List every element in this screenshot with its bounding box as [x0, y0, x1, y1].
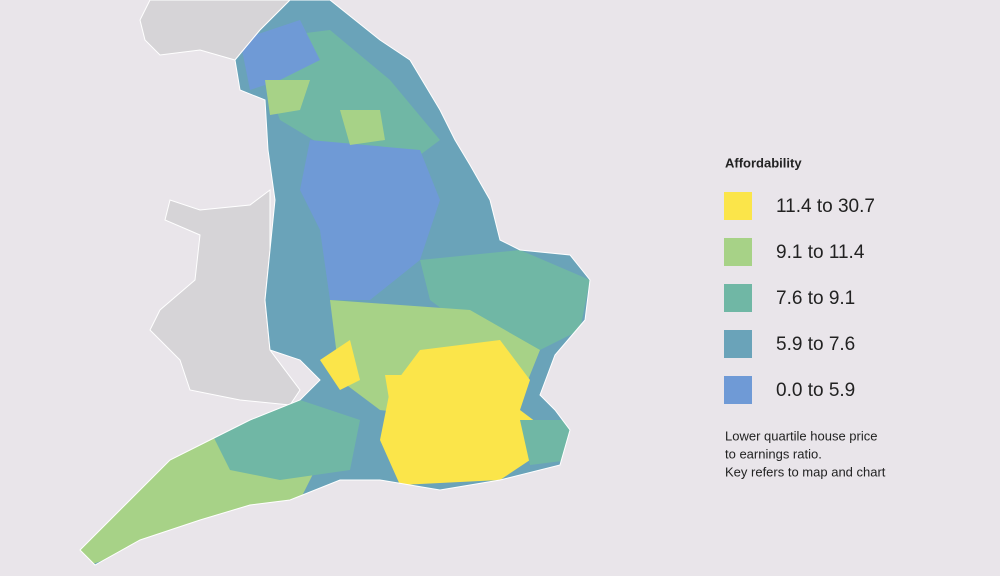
- note-line: to earnings ratio.: [725, 446, 822, 461]
- england-outline: [79, 0, 591, 566]
- legend-label: 0.0 to 5.9: [776, 380, 855, 401]
- region: [520, 420, 570, 465]
- legend-label: 11.4 to 30.7: [776, 196, 875, 217]
- region: [380, 340, 560, 485]
- legend-swatch: [724, 284, 752, 312]
- legend-swatch: [724, 376, 752, 404]
- note-line: Key refers to map and chart: [725, 464, 886, 479]
- region: [385, 375, 415, 410]
- region: [300, 140, 440, 300]
- legend-swatch: [724, 192, 752, 220]
- legend-swatch: [724, 330, 752, 358]
- legend-swatch: [724, 238, 752, 266]
- legend-label: 5.9 to 7.6: [776, 334, 855, 355]
- note-line: Lower quartile house price: [725, 428, 877, 443]
- legend-title: Affordability: [725, 155, 802, 170]
- note: Lower quartile house price to earnings ra…: [725, 428, 886, 479]
- region: [240, 20, 320, 90]
- legend-label: 7.6 to 9.1: [776, 288, 855, 309]
- region: [320, 340, 360, 390]
- region: [340, 110, 385, 145]
- region: [420, 250, 590, 350]
- legend-label: 9.1 to 11.4: [776, 242, 865, 263]
- region: [265, 80, 310, 115]
- legend: 11.4 to 30.7 9.1 to 11.4 7.6 to 9.1 5.9 to …: [724, 192, 875, 404]
